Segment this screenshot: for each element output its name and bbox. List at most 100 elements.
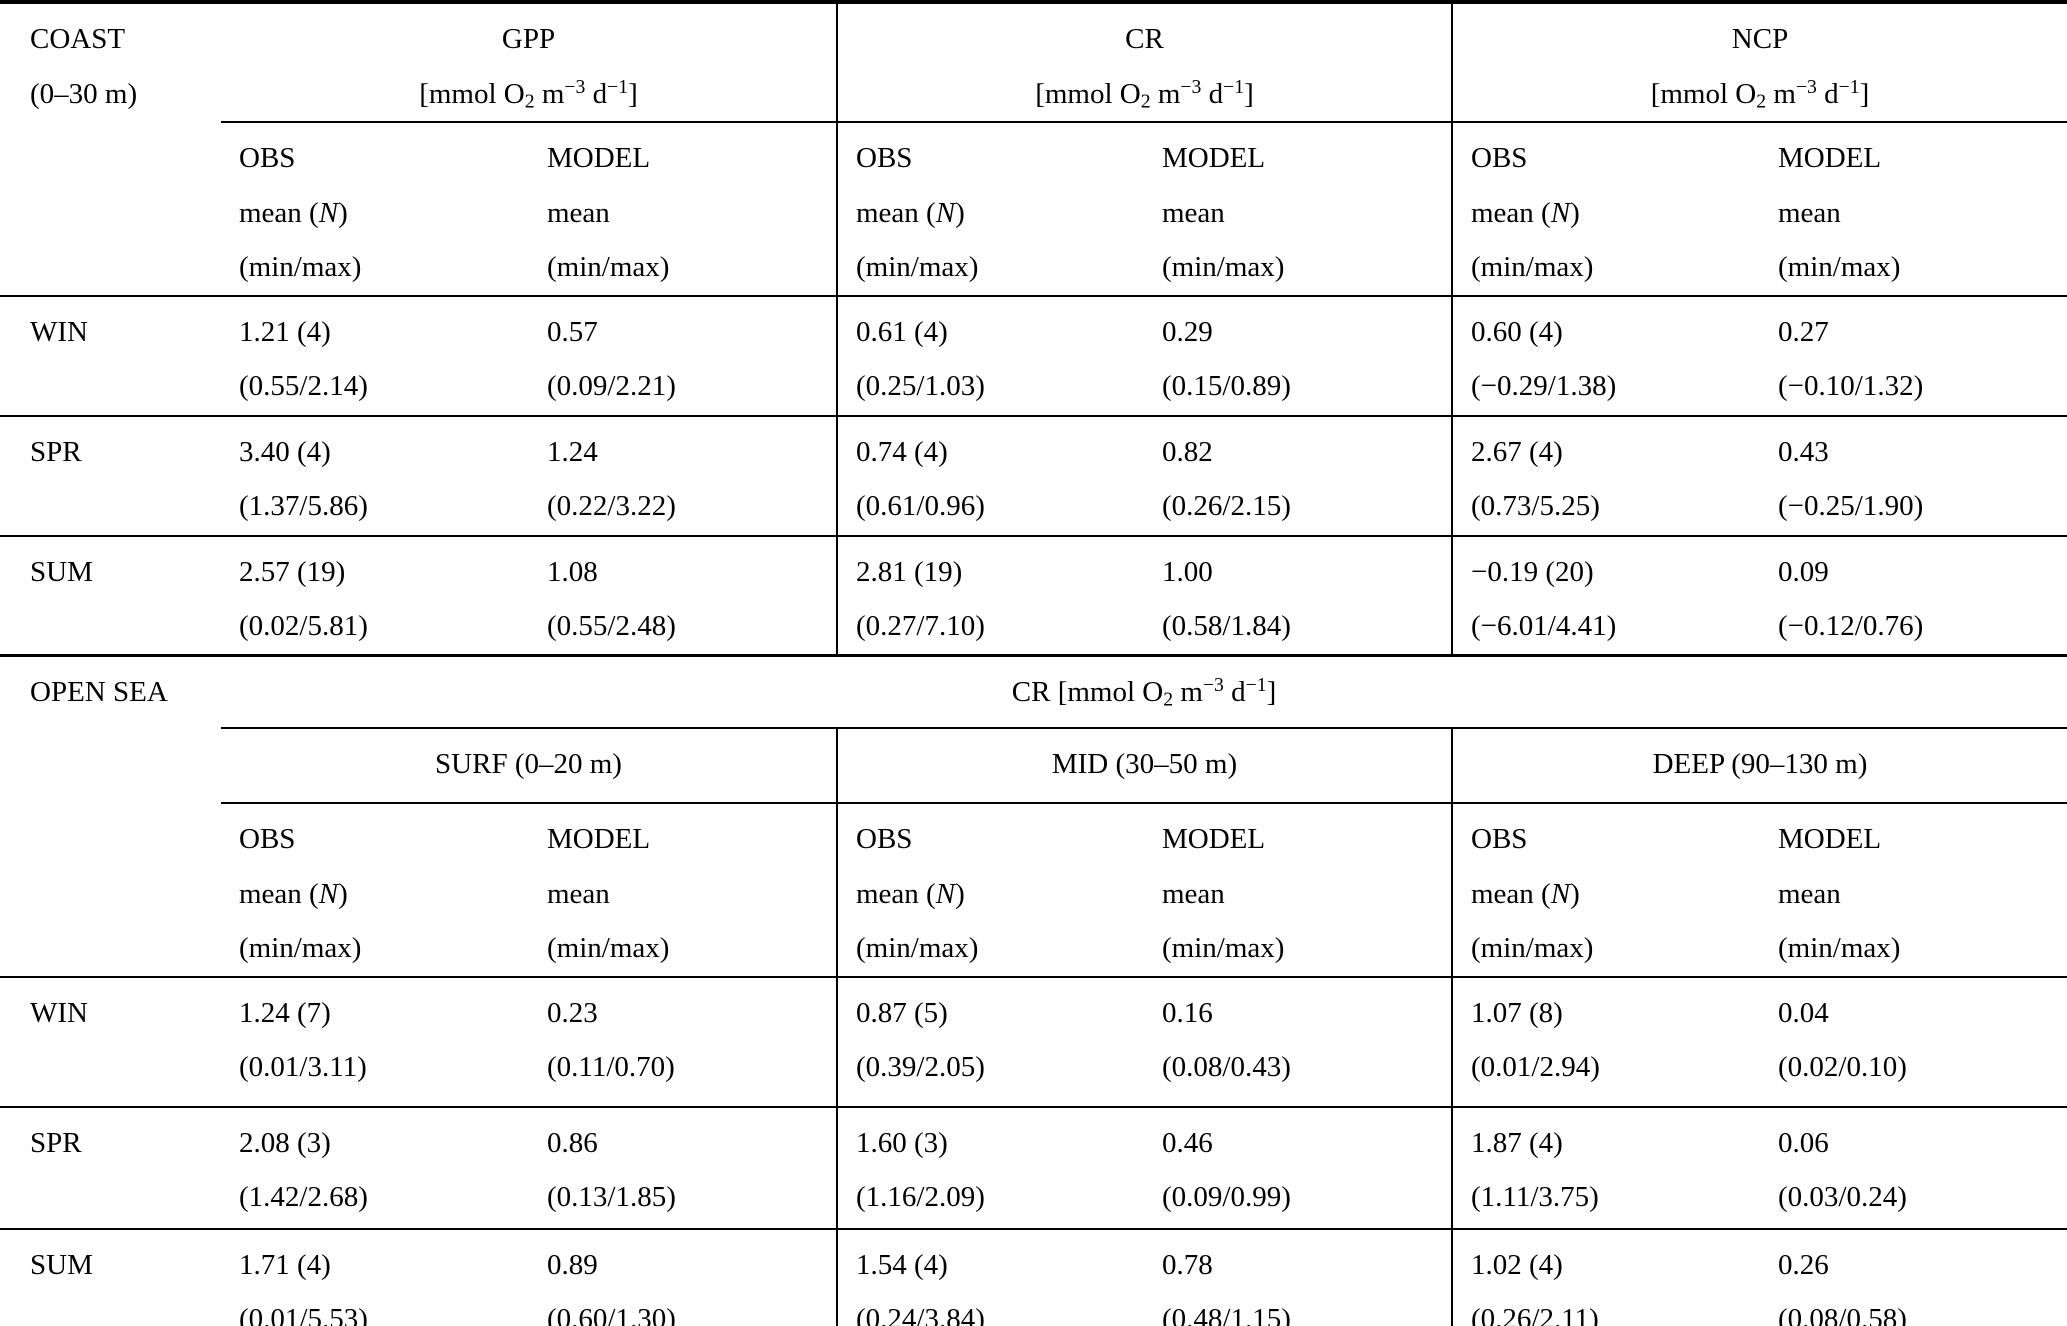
season-label: WIN xyxy=(30,996,88,1029)
data-cell: 0.43 (−0.25/1.90) xyxy=(1760,415,2067,537)
cell-mean: 0.57 xyxy=(547,315,598,348)
mean-text: mean ( xyxy=(856,877,936,910)
column-group-cr: CR [mmol O2 m−3 d−1] xyxy=(836,2,1452,124)
unit-sup: −3 xyxy=(564,75,586,98)
cell-mean: 1.07 (8) xyxy=(1471,996,1563,1029)
data-cell: 1.54 (4) (0.24/3.84) xyxy=(836,1228,1144,1326)
data-cell: 1.24 (7) (0.01/3.11) xyxy=(221,976,529,1108)
cell-minmax: (0.03/0.24) xyxy=(1778,1181,1907,1214)
mean-text: ) xyxy=(955,877,965,910)
model-mean: mean xyxy=(1778,877,1841,910)
coast-depth: (0–30 m) xyxy=(30,77,138,110)
row-label: WIN xyxy=(0,295,221,417)
model-title: MODEL xyxy=(1162,823,1266,856)
unit-sup: −3 xyxy=(1795,75,1817,98)
model-mean: mean xyxy=(1162,877,1225,910)
cell-minmax: (0.55/2.14) xyxy=(239,370,368,403)
empty-cell xyxy=(0,728,221,803)
open-sea-title: OPEN SEA xyxy=(30,675,168,708)
data-cell: 0.87 (5) (0.39/2.05) xyxy=(836,976,1144,1108)
model-range: (min/max) xyxy=(1162,251,1285,284)
data-cell: 2.57 (19) (0.02/5.81) xyxy=(221,535,529,657)
cell-mean: 3.40 (4) xyxy=(239,435,331,468)
cell-minmax: (1.11/3.75) xyxy=(1471,1181,1599,1214)
table-row-coast-spr: SPR 3.40 (4) (1.37/5.86) 1.24 (0.22/3.22) … xyxy=(0,415,2067,537)
cell-minmax: (−0.25/1.90) xyxy=(1778,490,1924,523)
n-symbol: N xyxy=(1550,877,1571,910)
n-symbol: N xyxy=(1550,196,1571,229)
cell-minmax: (0.55/2.48) xyxy=(547,610,676,643)
cell-minmax: (0.39/2.05) xyxy=(856,1051,985,1084)
group-name: MID (30–50 m) xyxy=(1051,748,1238,781)
obs-range: (min/max) xyxy=(239,932,362,965)
unit-sup: −3 xyxy=(1180,75,1202,98)
model-range: (min/max) xyxy=(547,932,670,965)
data-cell: −0.19 (20) (−6.01/4.41) xyxy=(1451,535,1760,657)
data-cell: 0.74 (4) (0.61/0.96) xyxy=(836,415,1144,537)
cell-minmax: (0.13/1.85) xyxy=(547,1181,676,1214)
n-symbol: N xyxy=(318,877,339,910)
season-label: SPR xyxy=(30,435,82,468)
model-range: (min/max) xyxy=(1162,932,1285,965)
table-row-opensea-win: WIN 1.24 (7) (0.01/3.11) 0.23 (0.11/0.70) … xyxy=(0,976,2067,1108)
mean-text: mean ( xyxy=(1471,877,1551,910)
data-cell: 1.87 (4) (1.11/3.75) xyxy=(1451,1106,1760,1230)
unit-sup: −1 xyxy=(1838,75,1860,98)
cell-minmax: (−6.01/4.41) xyxy=(1471,610,1617,643)
cell-mean: 0.60 (4) xyxy=(1471,315,1563,348)
cell-mean: 0.86 xyxy=(547,1126,598,1159)
model-mean: mean xyxy=(1162,196,1225,229)
n-symbol: N xyxy=(935,196,956,229)
season-label: SUM xyxy=(30,1248,93,1281)
model-mean: mean xyxy=(547,877,610,910)
model-title: MODEL xyxy=(547,823,651,856)
model-title: MODEL xyxy=(1162,142,1266,175)
cell-mean: 1.60 (3) xyxy=(856,1126,948,1159)
cell-minmax: (0.09/0.99) xyxy=(1162,1181,1291,1214)
data-cell: 0.06 (0.03/0.24) xyxy=(1760,1106,2067,1230)
data-cell: 0.60 (4) (−0.29/1.38) xyxy=(1451,295,1760,417)
cell-mean: 1.87 (4) xyxy=(1471,1126,1563,1159)
data-cell: 0.29 (0.15/0.89) xyxy=(1144,295,1452,417)
cell-minmax: (0.09/2.21) xyxy=(547,370,676,403)
obs-range: (min/max) xyxy=(856,932,979,965)
unit-text: ] xyxy=(1244,77,1254,110)
model-header-ncp: MODEL mean (min/max) xyxy=(1760,122,2067,297)
unit-text: d xyxy=(585,77,608,110)
cell-minmax: (0.01/3.11) xyxy=(239,1051,367,1084)
cell-minmax: (1.37/5.86) xyxy=(239,490,368,523)
data-cell: 1.71 (4) (0.01/5.53) xyxy=(221,1229,529,1326)
cell-minmax: (0.61/0.96) xyxy=(856,490,985,523)
obs-mean-n: mean (N) xyxy=(1471,867,1754,922)
data-cell: 1.02 (4) (0.26/2.11) xyxy=(1451,1228,1760,1326)
cell-minmax: (0.27/7.10) xyxy=(856,610,985,643)
table-row-opensea-sum: SUM 1.71 (4) (0.01/5.53) 0.89 (0.60/1.30) … xyxy=(0,1228,2067,1326)
row-label: SUM xyxy=(0,535,221,657)
obs-header-mid: OBS mean (N) (min/max) xyxy=(836,803,1144,978)
data-cell: 1.24 (0.22/3.22) xyxy=(529,415,837,537)
n-symbol: N xyxy=(318,196,339,229)
cell-mean: 0.16 xyxy=(1162,996,1213,1029)
group-name: CR xyxy=(1125,23,1164,55)
group-unit: [mmol O2 m−3 d−1] xyxy=(221,67,836,121)
n-symbol: N xyxy=(935,877,956,910)
obs-mean-n: mean (N) xyxy=(1471,186,1754,241)
model-title: MODEL xyxy=(1778,142,1882,175)
column-group-ncp: NCP [mmol O2 m−3 d−1] xyxy=(1451,2,2067,124)
cell-mean: 0.06 xyxy=(1778,1126,1829,1159)
cell-mean: 2.81 (19) xyxy=(856,555,963,588)
group-unit: [mmol O2 m−3 d−1] xyxy=(839,67,1451,121)
open-sea-cr-header: CR [mmol O2 m−3 d−1] xyxy=(221,655,2067,730)
cell-minmax: (0.01/5.53) xyxy=(239,1303,368,1326)
unit-text: [mmol O xyxy=(419,77,525,110)
obs-title: OBS xyxy=(239,823,296,856)
season-label: SUM xyxy=(30,555,93,588)
unit-text: m xyxy=(1766,77,1796,110)
row-label: SUM xyxy=(0,1229,221,1326)
cell-minmax: (0.24/3.84) xyxy=(856,1303,985,1326)
open-sea-section-label: OPEN SEA xyxy=(0,655,221,728)
unit-sup: −1 xyxy=(607,75,629,98)
unit-sub: 2 xyxy=(1163,687,1174,710)
cell-minmax: (−0.10/1.32) xyxy=(1778,370,1924,403)
cell-mean: 0.26 xyxy=(1778,1248,1829,1281)
